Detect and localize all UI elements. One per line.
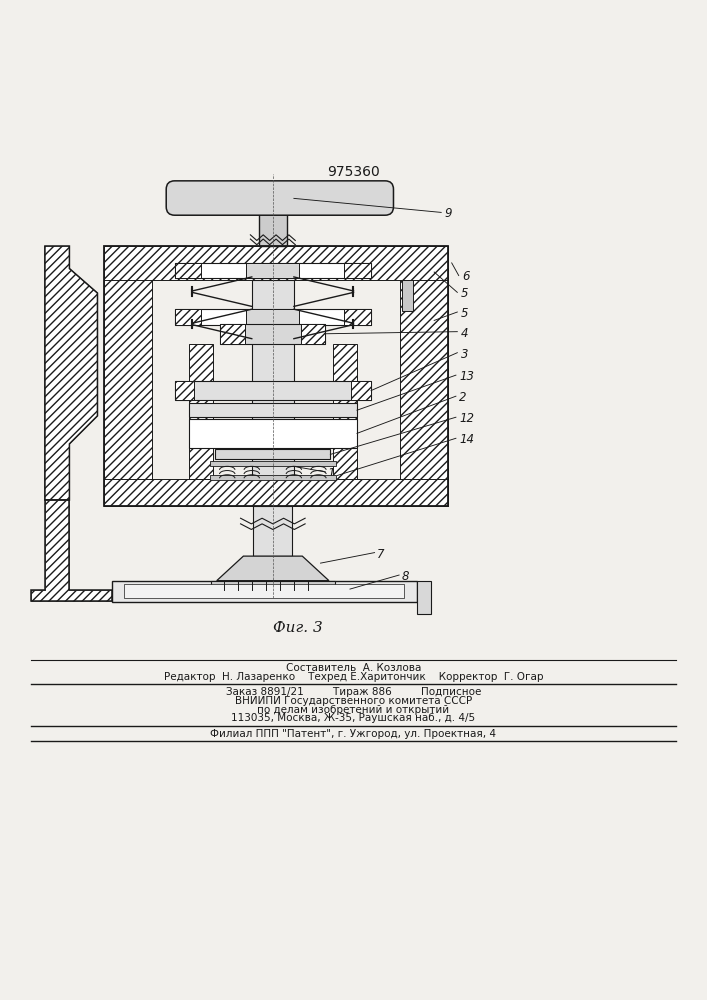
Bar: [105, 479, 448, 506]
Polygon shape: [45, 246, 98, 500]
Text: 13: 13: [460, 370, 474, 383]
Text: Филиал ППП "Патент", г. Ужгород, ул. Проектная, 4: Филиал ППП "Патент", г. Ужгород, ул. Про…: [211, 729, 496, 739]
Bar: [124, 584, 404, 598]
Bar: [253, 506, 293, 556]
Bar: [210, 475, 336, 480]
Text: 113035, Москва, Ж-35, Раушская наб., д. 4/5: 113035, Москва, Ж-35, Раушская наб., д. …: [231, 713, 476, 723]
Text: 14: 14: [460, 433, 474, 446]
Text: Редактор  Н. Лазаренко    Техред Е.Харитончик    Корректор  Г. Огар: Редактор Н. Лазаренко Техред Е.Харитончи…: [164, 672, 543, 682]
Bar: [344, 309, 371, 325]
Text: 5: 5: [461, 287, 468, 300]
Text: 8: 8: [402, 570, 409, 583]
Text: 7: 7: [378, 548, 385, 561]
Bar: [105, 246, 152, 506]
Polygon shape: [217, 556, 329, 581]
Bar: [220, 324, 245, 344]
Text: 12: 12: [460, 412, 474, 425]
Bar: [175, 381, 371, 400]
Bar: [175, 263, 201, 278]
Text: Составитель  А. Козлова: Составитель А. Козлова: [286, 663, 421, 673]
FancyBboxPatch shape: [166, 181, 394, 215]
Bar: [246, 263, 300, 278]
Bar: [416, 581, 431, 614]
Bar: [175, 263, 371, 278]
Bar: [175, 309, 201, 325]
Bar: [400, 246, 448, 506]
Polygon shape: [31, 500, 112, 601]
Bar: [216, 449, 330, 459]
Text: 975360: 975360: [327, 165, 380, 179]
Bar: [112, 581, 416, 602]
Text: 6: 6: [462, 270, 469, 283]
Bar: [252, 280, 294, 479]
Text: 4: 4: [461, 327, 468, 340]
Bar: [220, 324, 325, 344]
Bar: [189, 403, 357, 417]
Bar: [189, 419, 357, 448]
Bar: [175, 381, 194, 400]
Bar: [351, 381, 371, 400]
Text: 5: 5: [461, 307, 468, 320]
Bar: [189, 344, 213, 479]
Bar: [210, 461, 336, 466]
Bar: [402, 280, 413, 311]
Text: по делам изобретений и открытий: по делам изобретений и открытий: [257, 705, 450, 715]
Text: ВНИИПИ Государственного комитета СССР: ВНИИПИ Государственного комитета СССР: [235, 696, 472, 706]
Text: 9: 9: [445, 207, 452, 220]
Bar: [175, 309, 371, 325]
Bar: [333, 344, 357, 479]
Bar: [301, 324, 325, 344]
Text: Заказ 8891/21         Тираж 886         Подписное: Заказ 8891/21 Тираж 886 Подписное: [226, 687, 481, 697]
Text: 3: 3: [461, 348, 468, 361]
Bar: [211, 581, 334, 590]
Bar: [259, 207, 287, 246]
Bar: [344, 263, 371, 278]
Text: 2: 2: [460, 391, 467, 404]
Bar: [246, 309, 300, 325]
Text: Фиг. 3: Фиг. 3: [272, 621, 322, 635]
Bar: [105, 246, 448, 280]
Text: 1: 1: [327, 467, 335, 480]
Bar: [105, 246, 448, 506]
